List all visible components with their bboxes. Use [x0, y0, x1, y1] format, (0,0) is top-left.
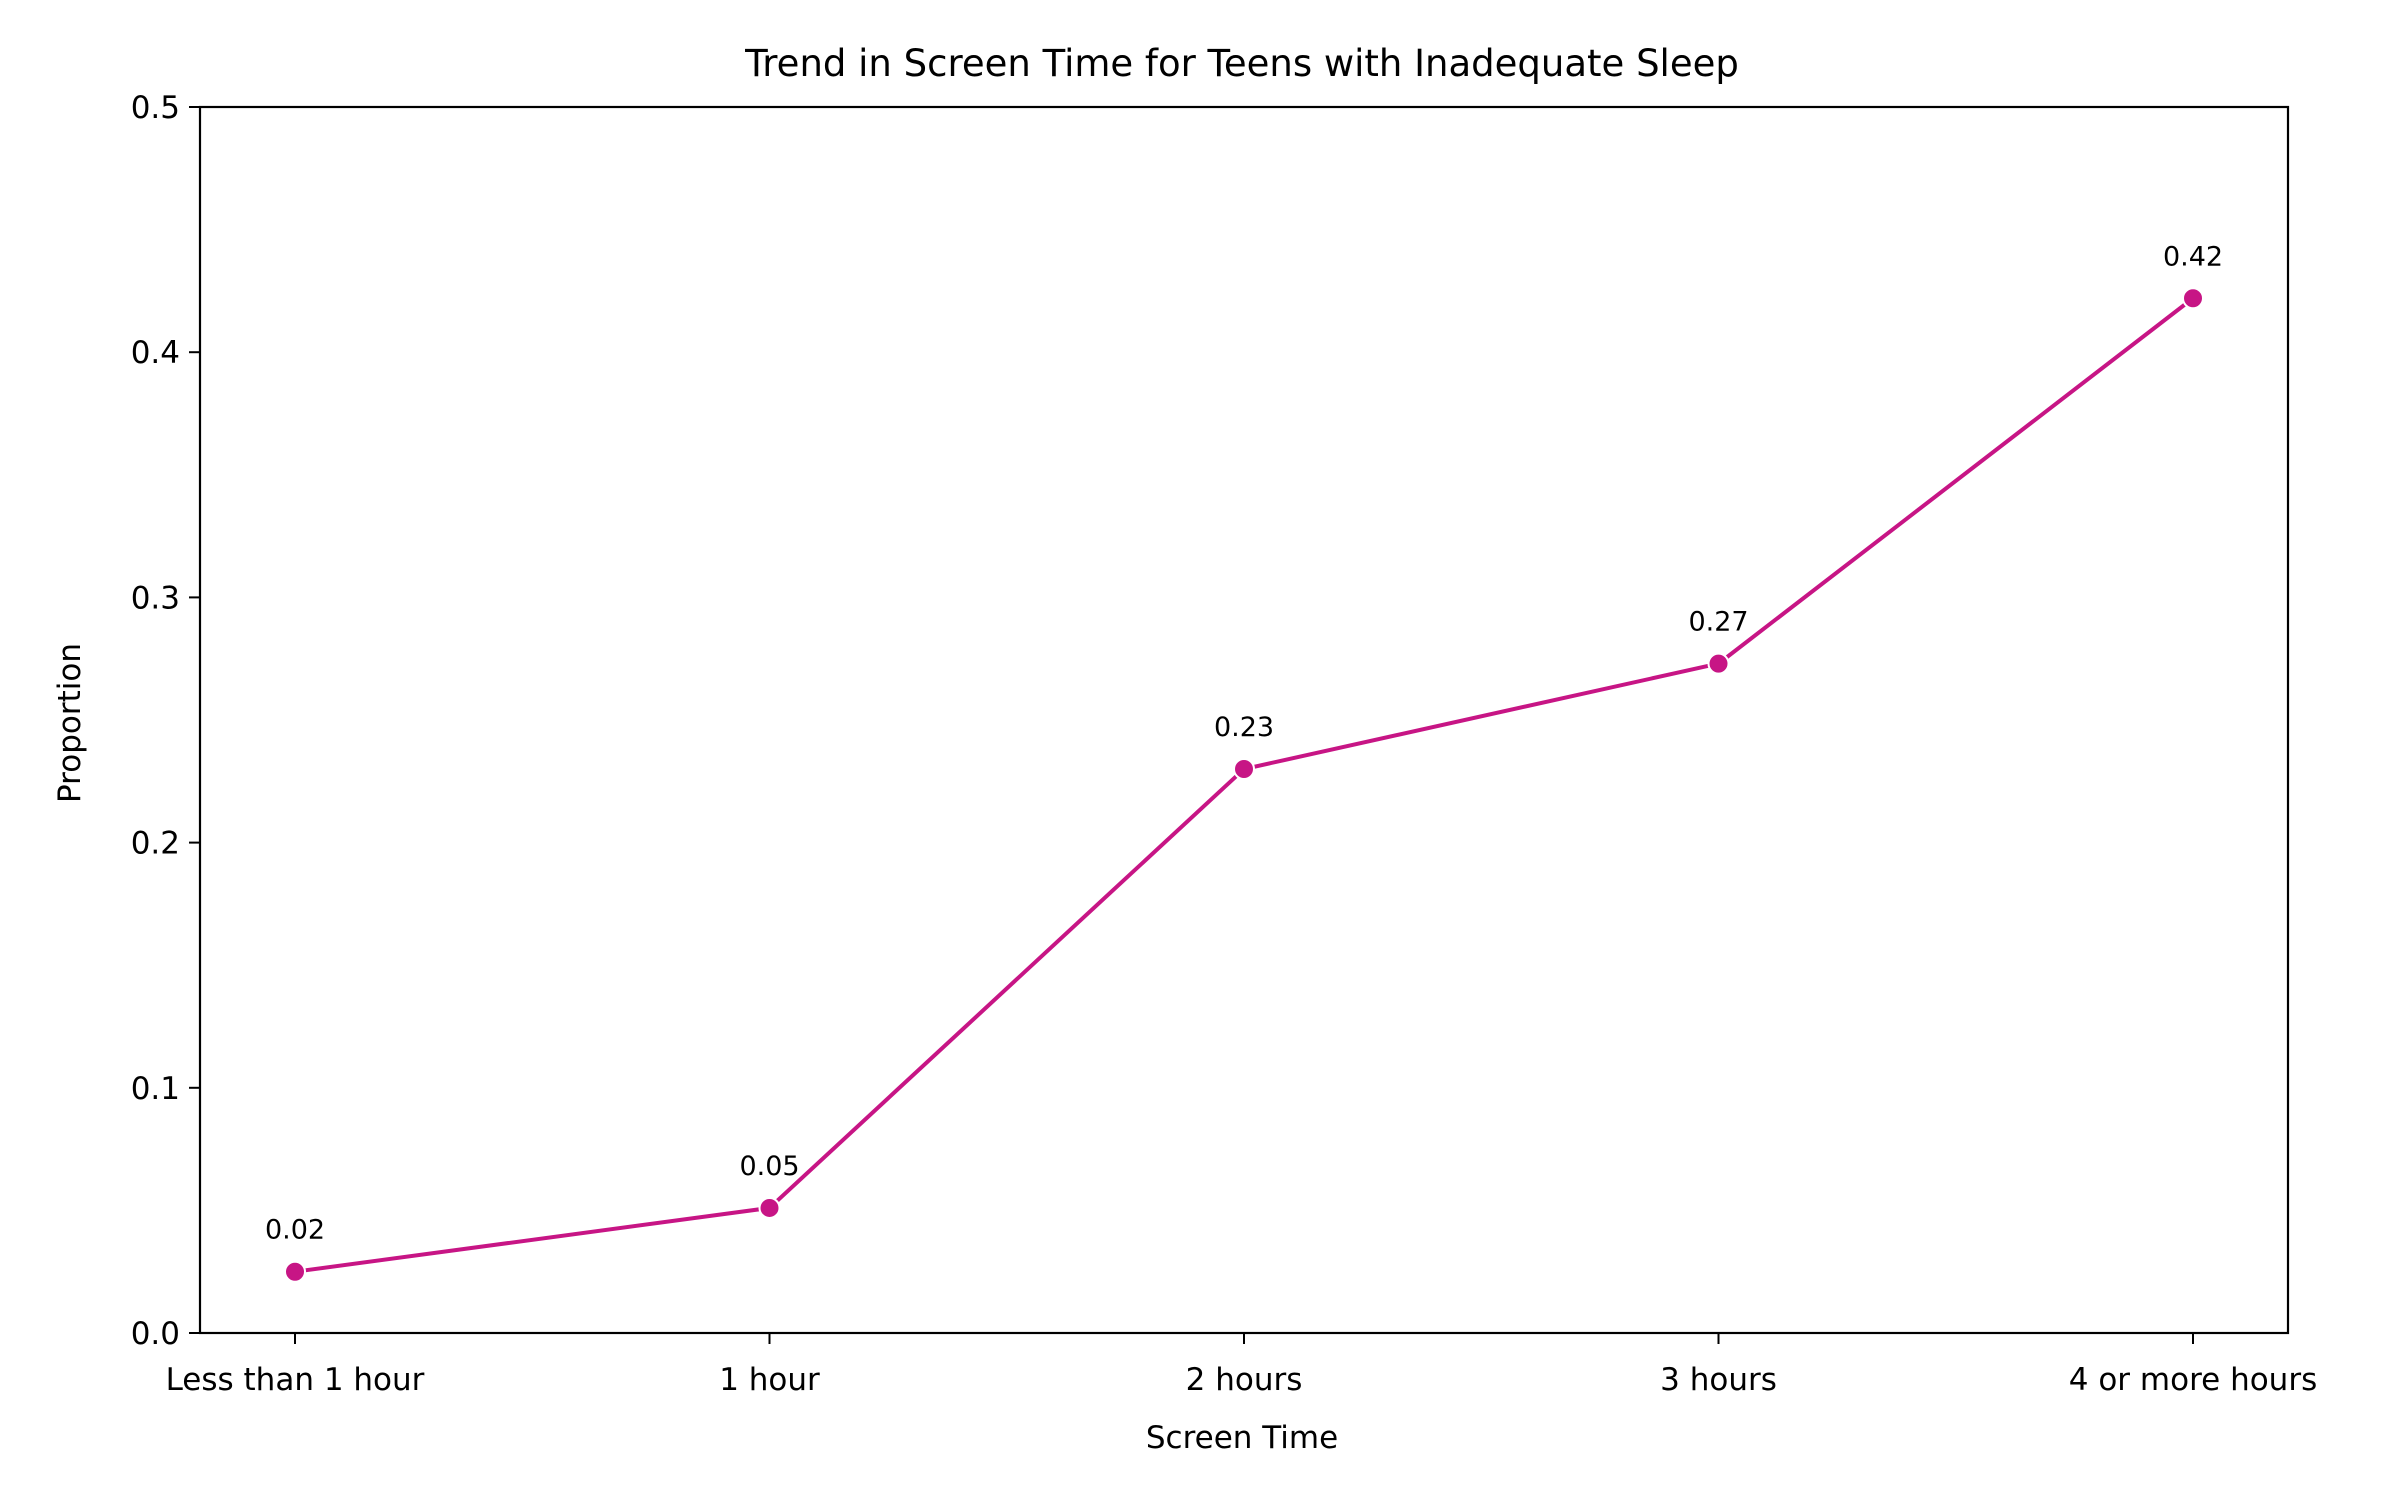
- plot-area: 0.0 0.1 0.2 0.3 0.4 0.5 Less than 1 hour 1 hour…: [131, 90, 2318, 1398]
- chart-title: Trend in Screen Time for Teens with Inad…: [744, 42, 1739, 85]
- data-label: 0.02: [265, 1215, 325, 1246]
- y-tick-label: 0.5: [131, 90, 180, 126]
- y-tick-label: 0.3: [131, 580, 180, 616]
- x-tick-label: 4 or more hours: [2069, 1362, 2317, 1398]
- data-label: 0.23: [1214, 712, 1274, 743]
- x-tick-label: 3 hours: [1660, 1362, 1777, 1398]
- data-label: 0.42: [2163, 241, 2223, 272]
- data-point: [758, 1196, 781, 1219]
- x-axis-label: Screen Time: [1146, 1420, 1338, 1456]
- y-tick-label: 0.1: [131, 1071, 180, 1107]
- x-tick-label: Less than 1 hour: [166, 1362, 425, 1398]
- data-point: [1233, 758, 1255, 781]
- y-tick-label: 0.4: [131, 335, 180, 371]
- data-label: 0.05: [739, 1151, 799, 1182]
- data-point: [2182, 287, 2204, 310]
- data-point: [1707, 652, 1730, 675]
- x-tick-label: 1 hour: [719, 1362, 820, 1398]
- y-tick-label: 0.2: [131, 826, 180, 862]
- data-label: 0.27: [1688, 607, 1748, 638]
- x-tick-label: 2 hours: [1186, 1362, 1303, 1398]
- y-tick-label: 0.0: [131, 1316, 180, 1352]
- y-axis-label: Proportion: [52, 643, 88, 803]
- data-point: [284, 1260, 306, 1283]
